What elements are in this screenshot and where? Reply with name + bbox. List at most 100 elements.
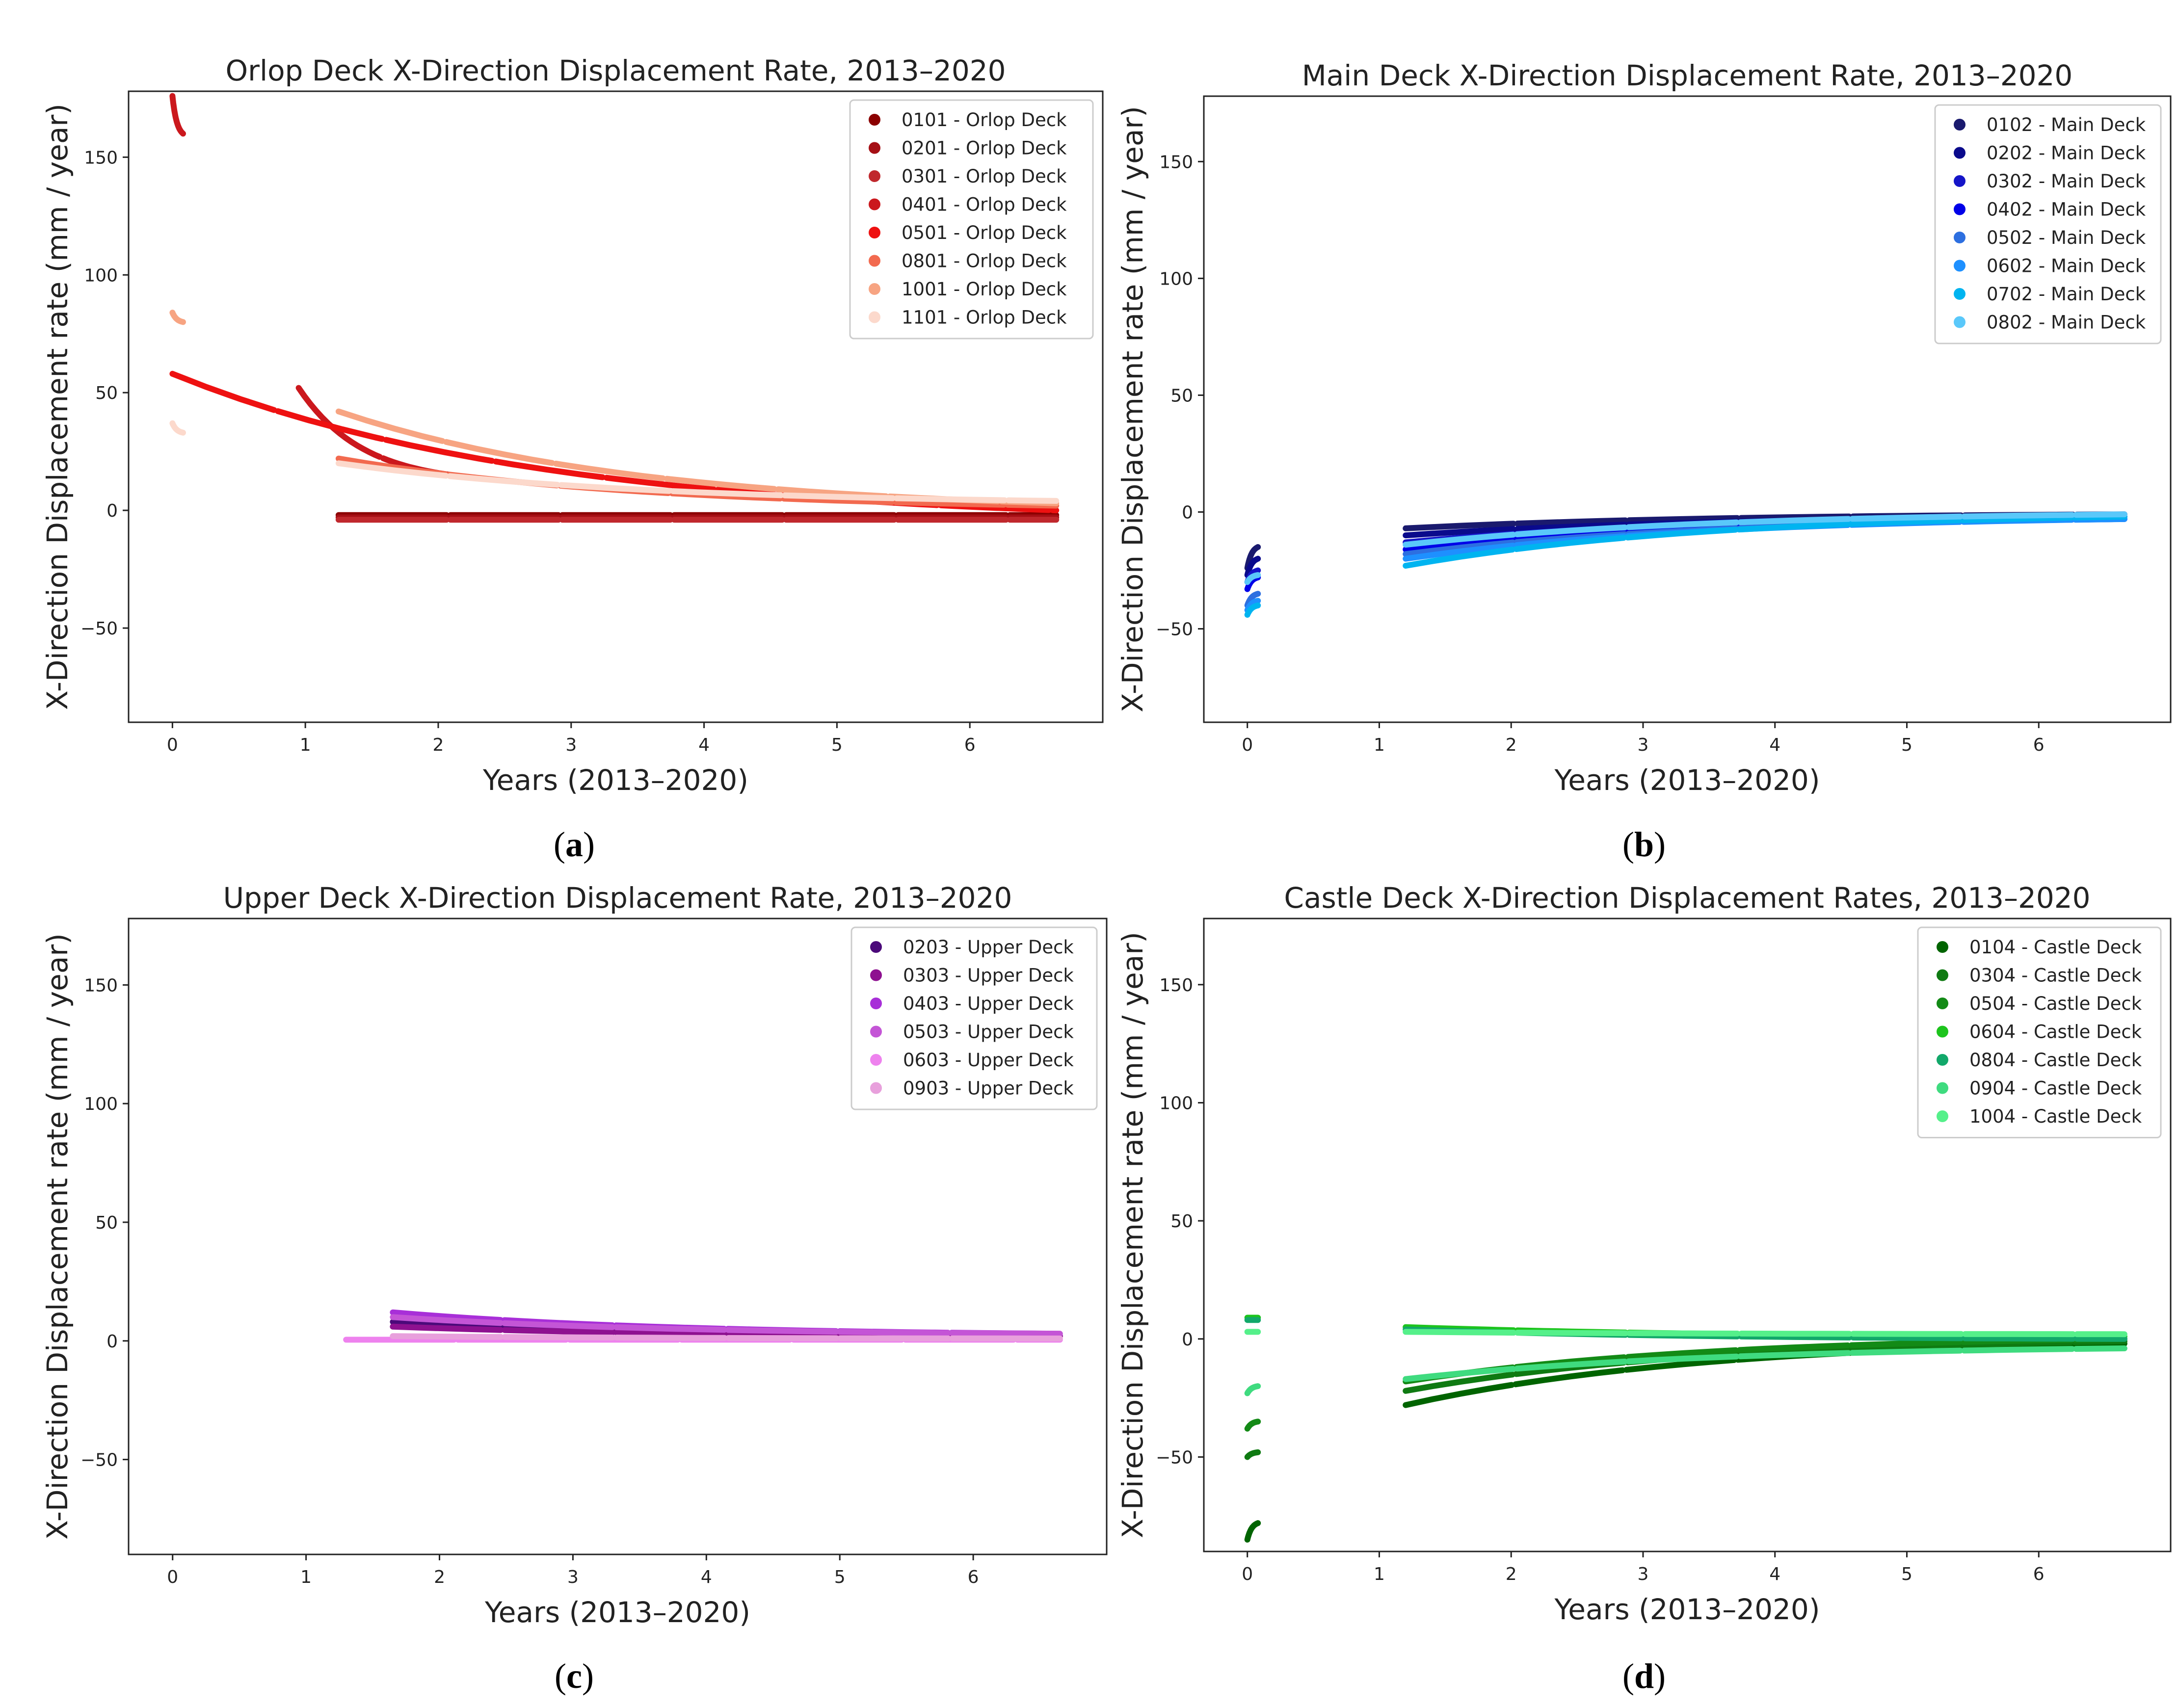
caption-open: ( bbox=[1622, 825, 1634, 864]
series-line-0104 bbox=[1244, 1520, 1261, 1543]
legend-box bbox=[1934, 104, 2162, 344]
legend-marker bbox=[1937, 1054, 1948, 1066]
legend-marker bbox=[1954, 175, 1966, 187]
x-tick-label: 4 bbox=[1769, 1564, 1780, 1584]
x-tick-label: 0 bbox=[1242, 1564, 1253, 1584]
legend-marker bbox=[1937, 941, 1948, 953]
x-tick-label: 2 bbox=[1506, 1564, 1517, 1584]
legend-label: 0602 - Main Deck bbox=[1987, 256, 2146, 277]
series-line-0702 bbox=[1403, 514, 2127, 569]
y-tick-label: 0 bbox=[106, 501, 118, 521]
legend-marker bbox=[1954, 232, 1966, 243]
legend-marker bbox=[1954, 288, 1966, 300]
chart-title: Main Deck X-Direction Displacement Rate,… bbox=[1302, 59, 2073, 92]
legend-label: 0501 - Orlop Deck bbox=[902, 222, 1067, 243]
y-tick-label: 100 bbox=[84, 265, 118, 286]
legend-label: 0802 - Main Deck bbox=[1987, 312, 2146, 333]
chart-title: Castle Deck X-Direction Displacement Rat… bbox=[1284, 881, 2090, 915]
data-layer bbox=[1244, 511, 2127, 618]
legend-marker bbox=[870, 969, 882, 981]
legend-marker bbox=[870, 1082, 882, 1094]
plot-frame bbox=[128, 918, 1108, 1555]
caption-close: ) bbox=[1654, 825, 1666, 864]
legend-marker bbox=[1937, 998, 1948, 1009]
data-layer bbox=[343, 1309, 1063, 1343]
legend-marker bbox=[1937, 1110, 1948, 1122]
x-tick-label: 4 bbox=[1769, 735, 1780, 755]
legend-label: 1101 - Orlop Deck bbox=[902, 307, 1067, 328]
y-tick-label: 0 bbox=[1182, 502, 1193, 523]
chart-panel-2: Main Deck X-Direction Displacement Rate,… bbox=[1116, 59, 2172, 797]
series-line-1101 bbox=[169, 420, 186, 436]
y-tick-label: 150 bbox=[84, 148, 118, 168]
legend-label: 0104 - Castle Deck bbox=[1969, 937, 2142, 958]
series-line-0702 bbox=[1244, 602, 1261, 618]
legend-label: 0504 - Castle Deck bbox=[1969, 993, 2142, 1014]
legend-label: 0401 - Orlop Deck bbox=[902, 194, 1067, 215]
caption-letter: c bbox=[566, 1656, 582, 1696]
y-tick-label: 150 bbox=[84, 975, 118, 996]
y-tick-label: 50 bbox=[1170, 1211, 1193, 1232]
chart-title: Orlop Deck X-Direction Displacement Rate… bbox=[225, 54, 1006, 87]
data-layer bbox=[169, 93, 1060, 523]
plot-frame bbox=[1203, 918, 2172, 1552]
caption-open: ( bbox=[555, 1656, 566, 1696]
caption-letter: a bbox=[565, 825, 583, 864]
x-tick-label: 1 bbox=[1374, 735, 1385, 755]
x-axis-label: Years (2013–2020) bbox=[484, 1596, 750, 1629]
legend-marker bbox=[1954, 119, 1966, 131]
x-tick-label: 2 bbox=[433, 735, 444, 755]
y-tick-label: −50 bbox=[1156, 620, 1193, 640]
y-tick-label: 100 bbox=[1159, 269, 1193, 289]
legend-label: 0102 - Main Deck bbox=[1987, 114, 2146, 135]
y-tick-label: 0 bbox=[106, 1332, 118, 1352]
legend-marker bbox=[869, 311, 880, 323]
chart-panel-4: Castle Deck X-Direction Displacement Rat… bbox=[1116, 881, 2172, 1626]
legend-marker bbox=[870, 1054, 882, 1066]
y-tick-label: 150 bbox=[1159, 152, 1193, 172]
x-tick-label: 1 bbox=[300, 735, 311, 755]
x-tick-label: 2 bbox=[1506, 735, 1517, 755]
x-tick-label: 5 bbox=[834, 1567, 846, 1587]
legend-label: 0101 - Orlop Deck bbox=[902, 109, 1067, 131]
series-line-0503 bbox=[390, 1314, 1063, 1337]
plot-frame bbox=[128, 90, 1104, 723]
legend-marker bbox=[1937, 1025, 1948, 1038]
legend-marker bbox=[870, 1025, 882, 1038]
x-tick-label: 2 bbox=[434, 1567, 445, 1587]
x-tick-label: 5 bbox=[1901, 1564, 1912, 1584]
caption-close: ) bbox=[583, 825, 595, 864]
legend-marker bbox=[870, 998, 882, 1009]
legend-label: 0302 - Main Deck bbox=[1987, 171, 2146, 192]
y-tick-label: 50 bbox=[95, 1213, 118, 1233]
legend-label: 1004 - Castle Deck bbox=[1969, 1106, 2142, 1127]
x-tick-label: 6 bbox=[968, 1567, 979, 1587]
x-tick-label: 6 bbox=[964, 735, 976, 755]
legend-label: 0804 - Castle Deck bbox=[1969, 1050, 2142, 1071]
series-line-1004 bbox=[1403, 1329, 2127, 1338]
legend-marker bbox=[870, 941, 882, 953]
legend-box bbox=[850, 926, 1098, 1110]
series-line-0903 bbox=[390, 1333, 1063, 1341]
y-tick-label: −50 bbox=[80, 619, 118, 639]
x-tick-label: 3 bbox=[567, 1567, 579, 1587]
legend-marker bbox=[869, 114, 880, 126]
plot-frame bbox=[1203, 95, 2172, 723]
x-tick-label: 3 bbox=[565, 735, 577, 755]
x-tick-label: 6 bbox=[2033, 735, 2045, 755]
x-tick-label: 0 bbox=[167, 1567, 178, 1587]
legend-label: 0403 - Upper Deck bbox=[903, 993, 1074, 1014]
chart-title: Upper Deck X-Direction Displacement Rate… bbox=[223, 881, 1012, 915]
x-tick-label: 5 bbox=[1901, 735, 1912, 755]
panel-caption: (d) bbox=[1622, 1656, 1666, 1696]
legend-label: 0801 - Orlop Deck bbox=[902, 251, 1067, 272]
x-tick-label: 4 bbox=[701, 1567, 712, 1587]
y-tick-label: 50 bbox=[95, 383, 118, 403]
series-line-0401 bbox=[169, 93, 186, 137]
series-line-0202 bbox=[1244, 555, 1261, 578]
legend-marker bbox=[869, 142, 880, 154]
legend-marker bbox=[869, 255, 880, 267]
legend-marker bbox=[1954, 316, 1966, 328]
legend-label: 0202 - Main Deck bbox=[1987, 143, 2146, 164]
